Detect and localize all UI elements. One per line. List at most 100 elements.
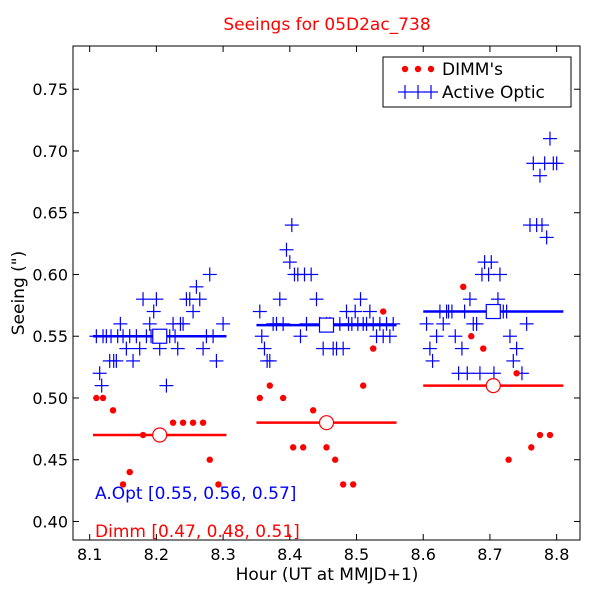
y-tick-label: 0.60: [32, 265, 68, 284]
dimm-point: [289, 444, 297, 451]
legend-box: [382, 56, 572, 108]
aopt-median-marker: [485, 303, 501, 320]
legend-aopt-plus: [424, 85, 438, 99]
aopt-point: [460, 366, 475, 381]
aopt-point: [272, 292, 287, 307]
legend-aopt-marker: [398, 85, 438, 99]
aopt-point: [159, 378, 174, 393]
aopt-point: [186, 304, 201, 319]
dimm-point: [266, 382, 273, 389]
dimm-point: [331, 456, 339, 463]
dimm-median-marker: [152, 427, 168, 443]
legend-aopt-plus: [411, 85, 425, 99]
aopt-point: [532, 168, 547, 183]
dimm-point: [93, 394, 100, 402]
aopt-point: [113, 316, 128, 331]
aopt-point: [506, 353, 521, 368]
dimm-point: [380, 308, 387, 315]
dimm-summary-annotation: Dimm [0.47, 0.48, 0.51]: [95, 522, 300, 542]
aopt-point: [469, 316, 484, 331]
y-tick-label: 0.75: [32, 80, 68, 99]
aopt-point: [119, 341, 134, 356]
y-tick-label: 0.40: [32, 512, 68, 531]
aopt-median-marker: [152, 328, 168, 344]
aopt-point: [216, 316, 231, 331]
dimm-point: [513, 370, 520, 377]
aopt-point: [196, 341, 211, 356]
aopt-point: [136, 292, 151, 307]
y-tick-label: 0.50: [32, 389, 68, 408]
y-axis-ticks: 0.40 0.45 0.50 0.55 0.60 0.65 0.70 0.75: [32, 80, 580, 531]
dimm-point: [536, 431, 544, 439]
dimm-point: [505, 456, 512, 463]
aopt-point: [542, 131, 557, 146]
x-tick-label: 8.4: [277, 545, 302, 564]
y-tick-label: 0.70: [32, 142, 68, 161]
aopt-point: [472, 366, 487, 381]
aopt-point: [252, 304, 267, 319]
aopt-point: [429, 329, 444, 344]
summary-markers: [152, 303, 501, 443]
aopt-point: [109, 353, 124, 368]
aopt-point: [132, 341, 147, 356]
dimm-point: [215, 481, 222, 488]
aopt-point: [462, 292, 477, 307]
aopt-point: [192, 292, 207, 307]
legend-dimm-dot: [427, 65, 435, 73]
aopt-point: [254, 329, 269, 344]
aopt-point: [142, 316, 157, 331]
x-tick-label: 8.1: [77, 545, 102, 564]
dimm-point: [349, 481, 357, 488]
dimm-point: [546, 431, 554, 439]
aopt-point: [419, 316, 434, 331]
legend-dimm-dot: [401, 65, 409, 73]
aopt-point: [146, 304, 161, 319]
dimm-point: [279, 394, 287, 402]
aopt-point: [149, 292, 164, 307]
aopt-point: [454, 341, 469, 356]
dimm-point: [206, 456, 213, 463]
aopt-point: [257, 341, 272, 356]
aopt-summary-annotation: A.Opt [0.55, 0.56, 0.57]: [95, 484, 296, 504]
x-tick-label: 8.3: [210, 545, 235, 564]
aopt-point: [209, 353, 224, 368]
legend-aopt-plus: [398, 85, 412, 99]
x-tick-label: 8.8: [544, 545, 569, 564]
x-tick-label: 8.2: [144, 545, 169, 564]
legend-dimm-marker: [401, 65, 435, 73]
aopt-point: [309, 292, 324, 307]
aopt-point: [448, 329, 463, 344]
aopt-point: [425, 353, 440, 368]
dimm-point: [359, 382, 367, 389]
x-axis-label: Hour (UT at MMJD+1): [236, 565, 419, 585]
aopt-point: [486, 366, 501, 381]
aopt-point: [382, 329, 397, 344]
y-tick-label: 0.65: [32, 204, 68, 223]
dimm-point: [126, 468, 133, 476]
dimm-point: [480, 345, 487, 352]
dimm-point: [99, 394, 107, 402]
dimm-point: [199, 419, 207, 426]
legend: DIMM's Active Optic: [382, 56, 572, 108]
dimm-point: [339, 481, 347, 488]
aopt-point: [92, 366, 107, 381]
aopt-point: [436, 316, 451, 331]
x-axis-ticks: 8.1 8.2 8.3 8.4 8.5 8.6 8.7 8.8: [77, 46, 569, 564]
aopt-point: [284, 218, 299, 233]
legend-aopt-label: Active Optic: [442, 83, 545, 103]
aopt-point: [176, 316, 191, 331]
aopt-point: [549, 156, 564, 171]
aopt-point: [348, 304, 363, 319]
aopt-point: [353, 292, 368, 307]
aopt-point: [152, 341, 167, 356]
aopt-point: [509, 341, 524, 356]
dimm-point: [189, 419, 197, 426]
aopt-point: [502, 329, 517, 344]
aopt-point: [519, 316, 534, 331]
aopt-point: [484, 255, 499, 270]
y-tick-label: 0.45: [32, 451, 68, 470]
aopt-point: [202, 267, 217, 282]
x-tick-label: 8.5: [344, 545, 369, 564]
aopt-point: [539, 230, 554, 245]
